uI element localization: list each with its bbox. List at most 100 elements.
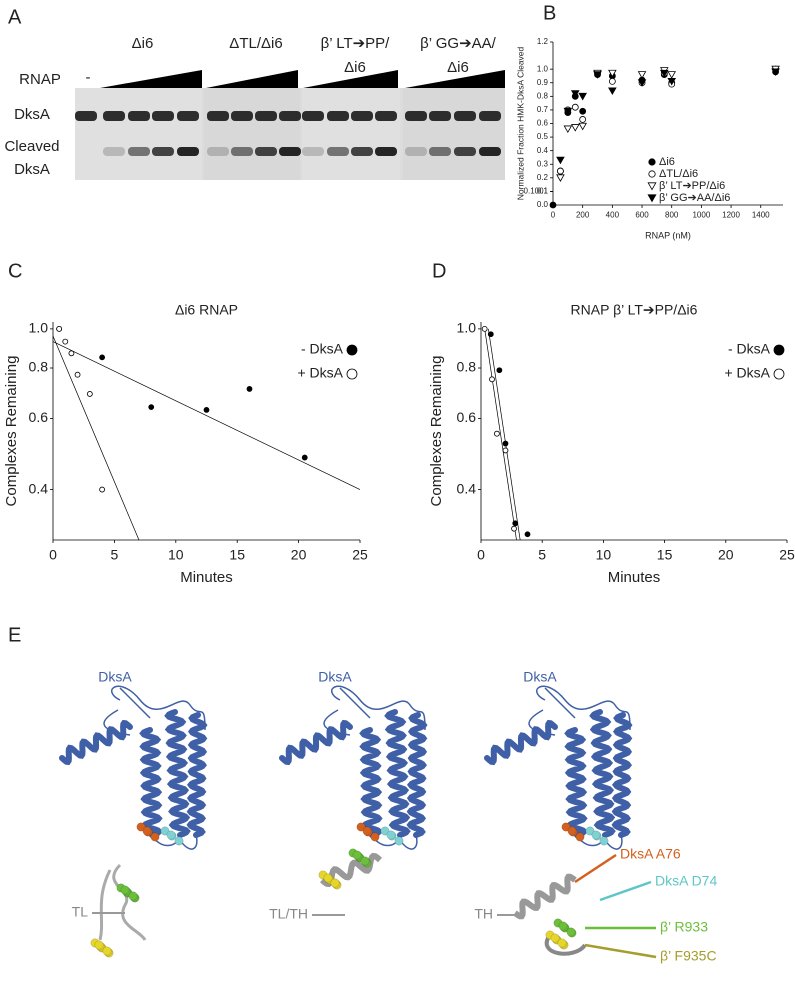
loop [528, 685, 631, 736]
x-tick-label: 25 [779, 546, 795, 562]
gel-band [103, 147, 125, 156]
residue-leader [574, 853, 617, 884]
residue-atom [575, 832, 585, 842]
residue-atom [380, 826, 390, 836]
rnap-wedge [100, 70, 202, 88]
band-label: DksA [14, 106, 50, 123]
data-point [570, 90, 580, 98]
band-label: DksA [14, 161, 50, 178]
legend-marker [647, 182, 657, 191]
legend-label: ΔTL/Δi6 [659, 168, 698, 180]
residue-label: DksA A76 [620, 846, 681, 862]
y-tick-label: 0.8 [29, 359, 49, 375]
leader [119, 687, 151, 719]
lane-group-label: β’ GG➔AA/ [420, 35, 496, 52]
gel-band [128, 147, 150, 156]
loop [103, 685, 206, 736]
residue-atom [128, 891, 138, 901]
x-tick-label: 10 [168, 546, 184, 562]
helix [186, 712, 208, 838]
gel-band [327, 147, 349, 156]
data-point [563, 107, 573, 116]
residue-atom [585, 826, 595, 836]
y-tick-label: 0.1 [537, 187, 549, 196]
lane-group-label: Δi6 [344, 59, 366, 76]
y-tick-label: 0.9 [537, 78, 549, 87]
data-point [494, 430, 500, 437]
panel-label: C [8, 260, 22, 282]
y-tick-label: 1.0 [457, 320, 477, 336]
x-axis-label: Minutes [180, 569, 233, 586]
residue-atom [550, 933, 560, 943]
y-axis-label: Complexes Remaining [428, 356, 445, 507]
data-point [549, 201, 557, 209]
data-point [563, 125, 573, 134]
gel-band [103, 111, 125, 121]
x-tick-label: 1000 [692, 210, 710, 219]
gel-band [375, 147, 397, 156]
rnap-label: RNAP [19, 71, 61, 88]
residue-atom [330, 878, 340, 888]
gel-band [375, 111, 397, 121]
gel-band [255, 147, 277, 156]
residue-label: β’ R933 [660, 919, 708, 935]
residue-atom [150, 832, 160, 842]
data-point [608, 87, 617, 96]
gel-band [177, 111, 199, 121]
data-point [502, 440, 509, 447]
fit-line [487, 328, 521, 541]
data-point [557, 167, 564, 175]
data-point [667, 71, 676, 79]
gel-band [351, 111, 373, 121]
helix [359, 727, 383, 838]
element-label: TL [72, 904, 89, 920]
structure-model: DksA TH [474, 669, 633, 956]
x-tick-label: 15 [229, 546, 245, 562]
y-tick-label: 0.8 [457, 359, 477, 375]
residue-leader [584, 943, 657, 959]
gel-band [152, 111, 174, 121]
panel-label: E [8, 624, 21, 646]
gel-band [327, 111, 349, 121]
rnap-wedge [303, 70, 398, 88]
helix [279, 719, 353, 766]
data-point [571, 103, 579, 111]
gel-band [177, 147, 199, 156]
element-label: TH [474, 906, 493, 922]
residue-label: β’ F935C [660, 948, 717, 964]
residue-atom [567, 826, 577, 836]
x-tick-label: 5 [111, 546, 119, 562]
no-rnap-label: - [86, 69, 91, 86]
y-tick-label: 0.4 [457, 480, 477, 496]
fit-line [52, 341, 361, 490]
legend-marker [648, 158, 656, 166]
residue-atom [370, 832, 380, 842]
gel-band [75, 111, 97, 121]
x-axis-label: RNAP (nM) [645, 230, 691, 240]
data-point [667, 77, 676, 86]
data-point [246, 386, 253, 392]
helix [139, 727, 163, 838]
x-tick-label: 0 [551, 210, 556, 219]
data-point [608, 77, 616, 85]
x-tick-label: 20 [291, 546, 307, 562]
gel-section [75, 88, 202, 180]
legend-marker [346, 368, 358, 380]
gel-band [255, 111, 277, 121]
data-point [660, 69, 669, 78]
legend-marker [773, 344, 785, 356]
y-tick-label: 0.4 [537, 146, 549, 155]
data-point [502, 447, 509, 454]
gel-band [231, 147, 253, 156]
data-point [578, 122, 587, 131]
fit-line [52, 335, 140, 541]
data-point [570, 124, 580, 132]
lane-group-label: Δi6 [132, 35, 154, 52]
rnap-wedge [405, 70, 505, 88]
data-point [68, 350, 75, 357]
x-tick-label: 400 [606, 210, 620, 219]
dksa-label: DksA [318, 669, 352, 685]
legend-label: - DksA [728, 341, 771, 357]
gel-band [454, 111, 476, 121]
panel-label: B [543, 2, 556, 24]
